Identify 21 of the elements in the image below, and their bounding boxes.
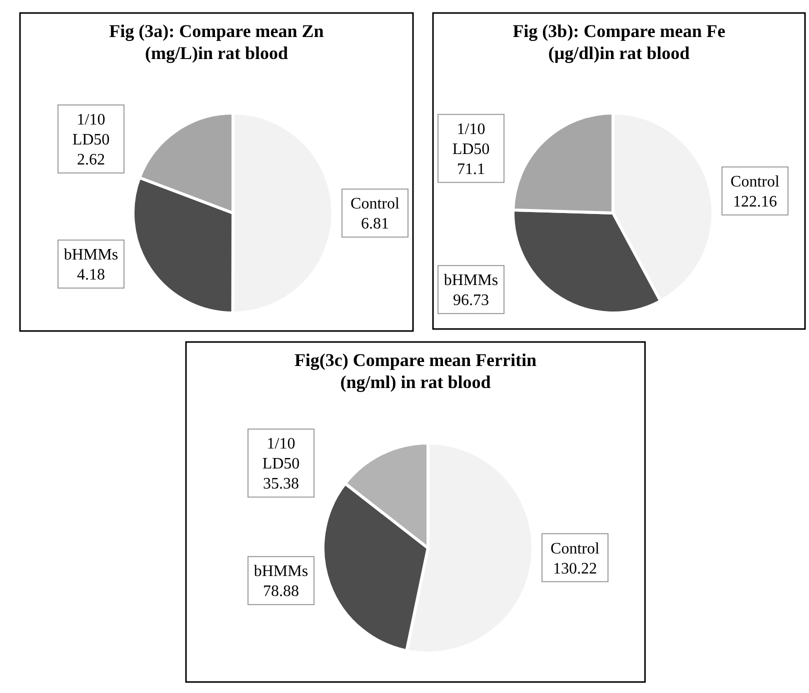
data-label: 78.88 bbox=[263, 583, 299, 600]
slice-label: 1/10 LD50 bbox=[262, 436, 300, 473]
chart-title: Fig (3a): Compare mean Zn (mg/L)in rat blood bbox=[109, 21, 324, 63]
data-label: 96.73 bbox=[453, 292, 489, 310]
slice-label: bHMMs bbox=[444, 272, 498, 290]
data-label: 2.62 bbox=[77, 152, 105, 169]
slice-label: bHMMs bbox=[254, 563, 308, 580]
slice-label: Control bbox=[550, 540, 600, 558]
slice-label: bHMMs bbox=[64, 246, 118, 264]
data-label: 71.1 bbox=[457, 161, 485, 178]
chart-title: Fig(3c) Compare mean Ferritin (ng/ml) in rat blood bbox=[294, 350, 537, 392]
chart-title: Fig (3b): Compare mean Fe (µg/dl)in rat blood bbox=[512, 21, 726, 63]
data-label: 130.22 bbox=[553, 560, 597, 578]
slice-label: 1/10 LD50 bbox=[452, 121, 490, 158]
data-label: 6.81 bbox=[361, 216, 389, 233]
data-label: 35.38 bbox=[263, 476, 299, 493]
slice-label: Control bbox=[730, 174, 780, 191]
slice-label: 1/10 LD50 bbox=[72, 112, 110, 149]
slice-label: Control bbox=[350, 196, 400, 213]
data-label: 122.16 bbox=[733, 194, 777, 211]
data-label: 4.18 bbox=[77, 266, 105, 284]
